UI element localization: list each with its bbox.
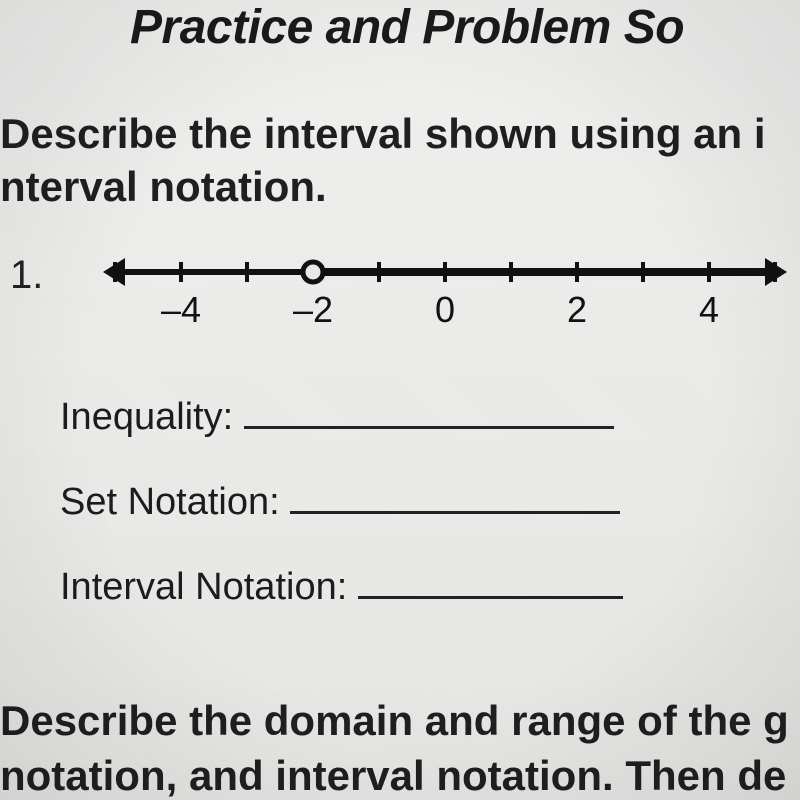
svg-text:2: 2	[567, 289, 587, 330]
answer-label: Set Notation:	[60, 481, 290, 523]
number-line-svg: –4 –2 0 2 4	[95, 238, 795, 358]
footer-line-2: notation, and interval notation. Then de	[0, 750, 786, 800]
instruction-text: Describe the interval shown using an i n…	[0, 108, 766, 213]
answer-row: Interval Notation:	[60, 565, 623, 609]
problem-number: 1.	[10, 253, 43, 298]
svg-text:–4: –4	[161, 289, 201, 330]
answer-blank[interactable]	[244, 395, 614, 429]
answer-label: Interval Notation:	[60, 566, 358, 608]
number-line: –4 –2 0 2 4	[95, 238, 795, 358]
answer-label: Inequality:	[60, 396, 244, 438]
answer-blank[interactable]	[358, 565, 623, 599]
svg-text:–2: –2	[293, 289, 333, 330]
page-title: Practice and Problem So	[130, 0, 684, 55]
answer-row: Set Notation:	[60, 480, 620, 524]
svg-text:0: 0	[435, 289, 455, 330]
instruction-line2: nterval notation.	[0, 163, 327, 210]
answer-row: Inequality:	[60, 395, 614, 439]
instruction-line1: Describe the interval shown using an i	[0, 110, 766, 157]
svg-text:4: 4	[699, 289, 719, 330]
answer-blank[interactable]	[290, 480, 620, 514]
footer-line-1: Describe the domain and range of the g	[0, 695, 789, 748]
